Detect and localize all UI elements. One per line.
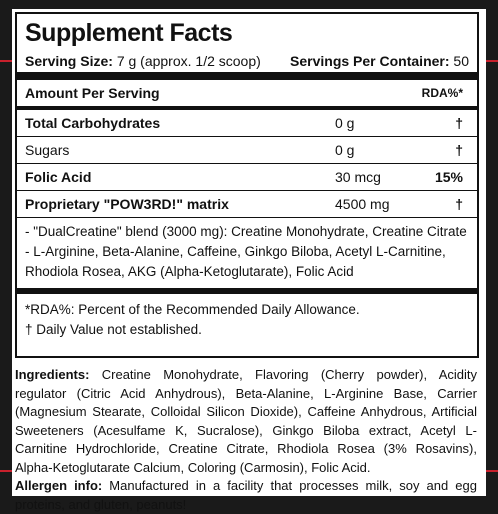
- nutrient-rda: †: [455, 115, 463, 131]
- serving-size-label: Serving Size:: [25, 53, 113, 69]
- table-row: Folic Acid 30 mcg 15%: [25, 164, 469, 190]
- divider-thick: [17, 288, 477, 294]
- nutrient-amount: 0 g: [335, 142, 355, 158]
- footnotes: *RDA%: Percent of the Recommended Daily …: [25, 294, 469, 340]
- servings-per-container-label: Servings Per Container:: [290, 53, 450, 69]
- facts-title: Supplement Facts: [25, 19, 233, 47]
- divider-thin: [17, 136, 477, 137]
- ingredients-label: Ingredients:: [15, 367, 90, 382]
- nutrient-name: Sugars: [25, 142, 70, 158]
- divider-medium: [17, 106, 477, 110]
- blend-description: - "DualCreatine" blend (3000 mg): Creati…: [25, 218, 469, 288]
- nutrient-name: Total Carbohydrates: [25, 115, 161, 131]
- nutrient-name: Proprietary "POW3RD!" matrix: [25, 196, 229, 212]
- rda-header: RDA%*: [421, 86, 463, 100]
- allergen-label: Allergen info:: [15, 478, 103, 493]
- divider-thick: [17, 72, 477, 80]
- ingredients-section: Ingredients: Creatine Monohydrate, Flavo…: [15, 366, 477, 514]
- footnote-rda: *RDA%: Percent of the Recommended Daily …: [25, 302, 360, 317]
- blend-line: - L-Arginine, Beta-Alanine, Caffeine, Gi…: [25, 244, 446, 259]
- nutrient-amount: 0 g: [335, 115, 355, 131]
- table-row: Total Carbohydrates 0 g †: [25, 110, 469, 136]
- divider-thin: [17, 163, 477, 164]
- footnote-dagger: † Daily Value not established.: [25, 322, 202, 337]
- nutrient-rda: †: [455, 196, 463, 212]
- serving-info: Serving Size: 7 g (approx. 1/2 scoop) Se…: [25, 50, 469, 72]
- ingredients-text: Creatine Monohydrate, Flavoring (Cherry …: [15, 367, 477, 475]
- amount-per-serving-header: Amount Per Serving: [25, 85, 160, 101]
- table-row: Sugars 0 g †: [25, 137, 469, 163]
- nutrient-amount: 30 mcg: [335, 169, 381, 185]
- divider-thin: [17, 190, 477, 191]
- table-row: Proprietary "POW3RD!" matrix 4500 mg †: [25, 191, 469, 217]
- servings-per-container: Servings Per Container: 50: [290, 50, 469, 72]
- label-panel: Supplement Facts Serving Size: 7 g (appr…: [12, 9, 486, 512]
- nutrient-name: Folic Acid: [25, 169, 92, 185]
- table-header: Amount Per Serving RDA%*: [25, 80, 469, 106]
- nutrient-rda: 15%: [434, 169, 463, 185]
- blend-line: - "DualCreatine" blend (3000 mg): Creati…: [25, 224, 467, 239]
- allergen-paragraph: Allergen info: Manufactured in a facilit…: [15, 477, 477, 514]
- divider-thin: [17, 217, 477, 218]
- servings-per-container-value: 50: [453, 53, 469, 69]
- nutrient-rda: †: [455, 142, 463, 158]
- nutrient-amount: 4500 mg: [335, 196, 390, 212]
- serving-size: Serving Size: 7 g (approx. 1/2 scoop): [25, 50, 261, 72]
- blend-line: Rhodiola Rosea, AKG (Alpha-Ketoglutarate…: [25, 264, 354, 279]
- serving-size-value: 7 g (approx. 1/2 scoop): [116, 53, 261, 69]
- supplement-facts-box: Supplement Facts Serving Size: 7 g (appr…: [15, 12, 479, 358]
- ingredients-paragraph: Ingredients: Creatine Monohydrate, Flavo…: [15, 366, 477, 477]
